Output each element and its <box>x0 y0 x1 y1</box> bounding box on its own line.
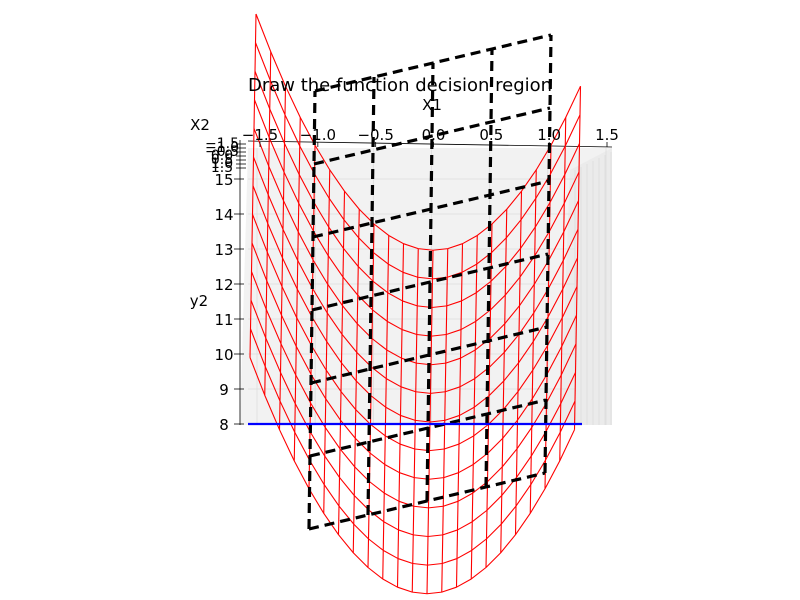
x-tick-label-3: 0.0 <box>422 126 446 144</box>
plane-line-x2-3 <box>311 252 549 312</box>
x2-tick-label-4: 0.5 <box>211 152 233 168</box>
wireframe-line-x1-13 <box>441 248 449 593</box>
series-plane <box>307 33 553 531</box>
z-tick-label-6: 14 <box>214 206 233 224</box>
wireframe-line-x1-3 <box>293 117 301 461</box>
wireframe-line-x1-17 <box>500 209 508 553</box>
wireframe-line-x1-19 <box>529 169 537 514</box>
wireframe-line-x1-5 <box>323 169 331 514</box>
z-tick-label-5: 13 <box>214 241 233 259</box>
z-tick-label-2: 10 <box>214 346 233 364</box>
y-axis-label: y2 <box>190 292 208 310</box>
plane-line-x1-1 <box>366 76 376 516</box>
plane-line-x1-3 <box>484 48 494 488</box>
x2-tick-label-3: 0.0 <box>211 148 233 164</box>
x-tick-label-4: 0.5 <box>479 126 503 144</box>
x-axis-label: X1 <box>422 96 442 114</box>
plane-line-x2-5 <box>313 106 551 166</box>
wireframe-line-x1-16 <box>485 223 493 568</box>
x2-tick-label-5: 1.0 <box>211 156 233 172</box>
x-tick-label-1: −1.0 <box>300 126 336 144</box>
x2-tick-label-1: −1.0 <box>205 140 239 156</box>
x-tick-label-2: −0.5 <box>357 126 393 144</box>
x2-axis-label: X2 <box>190 116 210 134</box>
series-wireframe <box>249 13 582 595</box>
z-ticks: 8 9 10 11 12 13 14 15 <box>214 171 244 434</box>
z-tick-label-7: 15 <box>214 171 233 189</box>
chart-title: Draw the function decision region <box>248 75 552 96</box>
x-ticks: −1.5 −1.0 −0.5 0.0 0.5 1.0 1.5 <box>242 126 619 147</box>
x2-tick-label-2: −0.5 <box>205 144 239 160</box>
wireframe-line-x1-9 <box>382 235 390 579</box>
x-tick-label-0: −1.5 <box>242 126 278 144</box>
wireframe-line-x1-2 <box>278 86 287 430</box>
z-tick-label-0: 8 <box>219 416 229 434</box>
wireframe-line-x1-10 <box>396 243 405 588</box>
wireframe-line-x1-0 <box>249 13 257 358</box>
wireframe-line-x1-14 <box>455 243 464 588</box>
x2-tick-label-6: 1.5 <box>211 160 233 176</box>
wireframe-line-x1-22 <box>573 86 582 430</box>
wireframe-line-x1-18 <box>514 191 523 535</box>
wireframe-line-x1-11 <box>411 248 419 593</box>
x-tick-label-5: 1.0 <box>537 126 561 144</box>
wireframe-line-x1-12 <box>426 250 434 594</box>
z-tick-label-3: 11 <box>214 311 233 329</box>
wireframe-line-x1-6 <box>337 191 346 535</box>
z-tick-label-1: 9 <box>219 381 229 399</box>
series-layer <box>248 13 582 595</box>
plane-line-x1-0 <box>307 90 317 530</box>
wireframe-line-x1-7 <box>352 209 360 553</box>
wireframe-line-x1-15 <box>470 235 478 579</box>
x2-tick-label-0: −1.5 <box>205 136 239 152</box>
plane-line-x1-2 <box>425 62 435 502</box>
x-tick-label-6: 1.5 <box>595 126 619 144</box>
wireframe-line-x1-1 <box>264 51 272 396</box>
x2-ticks: −1.5−1.0−0.50.00.51.01.5 <box>205 136 246 176</box>
z-tick-label-4: 12 <box>214 276 233 294</box>
plane-line-x1-4 <box>543 34 553 474</box>
wireframe-line-x1-21 <box>559 117 567 461</box>
